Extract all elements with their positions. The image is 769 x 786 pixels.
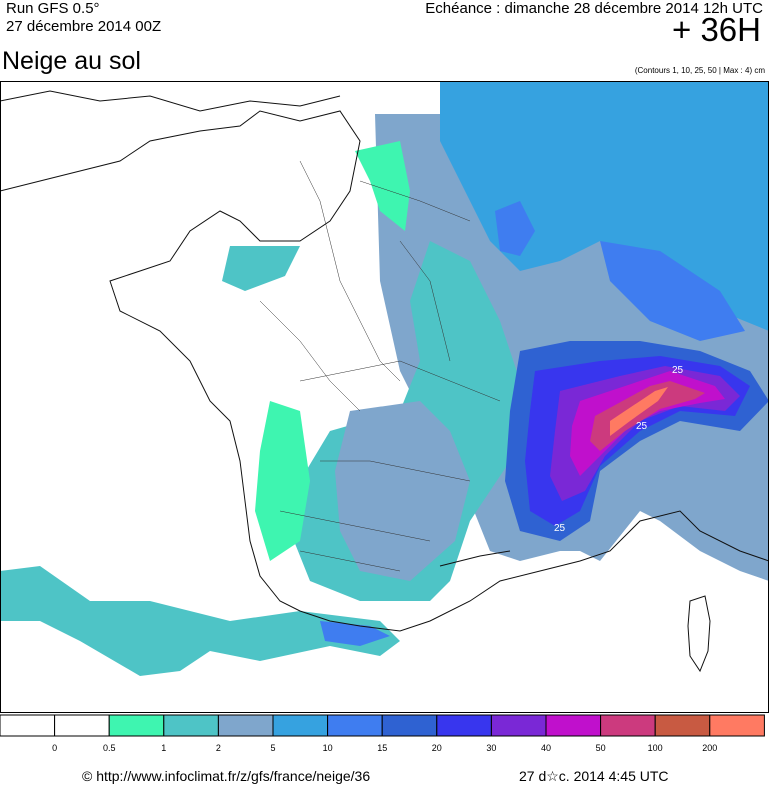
snow-area-pyrenees bbox=[0, 566, 400, 676]
legend-label: 40 bbox=[541, 743, 551, 753]
legend-label: 1 bbox=[161, 743, 166, 753]
snow-depth-map: 25 25 25 bbox=[0, 81, 769, 713]
legend-swatch bbox=[163, 714, 219, 737]
legend-swatch bbox=[381, 714, 438, 737]
run-date: 27 décembre 2014 00Z bbox=[6, 18, 162, 35]
contours-note: (Contours 1, 10, 25, 50 | Max : 4) cm bbox=[634, 66, 765, 75]
legend-label: 0.5 bbox=[103, 743, 116, 753]
run-label: Run GFS 0.5° bbox=[6, 0, 100, 17]
snow-area-north-blue bbox=[495, 201, 535, 256]
corsica-outline bbox=[687, 595, 711, 673]
legend-label: 5 bbox=[270, 743, 275, 753]
snow-area-ne-blue bbox=[600, 241, 745, 341]
snow-area-ne-cyan bbox=[440, 81, 769, 331]
legend-swatch bbox=[272, 714, 329, 737]
snow-area-north-green bbox=[355, 141, 410, 231]
contour-label-25-north: 25 bbox=[672, 365, 684, 376]
legend-label: 0 bbox=[52, 743, 57, 753]
legend-swatch bbox=[217, 714, 274, 737]
snow-area-west-green bbox=[255, 401, 310, 561]
legend-label: 50 bbox=[596, 743, 606, 753]
contour-label-25-south: 25 bbox=[554, 523, 566, 534]
snow-area-normandy bbox=[222, 246, 300, 291]
legend-swatch bbox=[0, 714, 56, 737]
coastline bbox=[0, 110, 769, 632]
land-east-mediterranean bbox=[439, 550, 511, 567]
legend-swatch bbox=[654, 714, 711, 737]
legend-swatch bbox=[709, 714, 765, 737]
source-url: © http://www.infoclimat.fr/z/gfs/france/… bbox=[82, 768, 371, 784]
legend-label: 15 bbox=[377, 743, 387, 753]
legend-label: 10 bbox=[323, 743, 333, 753]
legend-label: 20 bbox=[432, 743, 442, 753]
snow-area-massif bbox=[335, 401, 470, 581]
snow-area-alps-100 bbox=[590, 381, 705, 451]
legend-label: 2 bbox=[216, 743, 221, 753]
map-title: Neige au sol bbox=[2, 47, 141, 75]
color-legend: 0 0.5 1 2 5 10 15 20 30 40 50 100 200 bbox=[0, 714, 765, 753]
legend-swatch bbox=[54, 714, 110, 737]
legend-swatch bbox=[108, 714, 165, 737]
forecast-horizon: + 36H bbox=[672, 11, 761, 48]
legend-label: 100 bbox=[648, 743, 663, 753]
forecast-valid-time: Echéance : dimanche 28 décembre 2014 12h… bbox=[425, 0, 763, 17]
department-borders bbox=[259, 160, 501, 572]
legend-swatch bbox=[436, 714, 492, 737]
generation-timestamp: 27 d☆c. 2014 4:45 UTC bbox=[519, 768, 669, 784]
snow-area-alps-200 bbox=[610, 387, 668, 436]
legend-swatch bbox=[600, 714, 656, 737]
uk-coast bbox=[0, 90, 341, 112]
contour-labels: 25 25 25 bbox=[554, 365, 684, 534]
legend-swatch bbox=[545, 714, 602, 737]
legend-swatch bbox=[327, 714, 383, 737]
contour-label-25-center: 25 bbox=[636, 421, 648, 432]
legend-label: 200 bbox=[702, 743, 717, 753]
legend-swatch bbox=[490, 714, 547, 737]
legend-label: 30 bbox=[486, 743, 496, 753]
